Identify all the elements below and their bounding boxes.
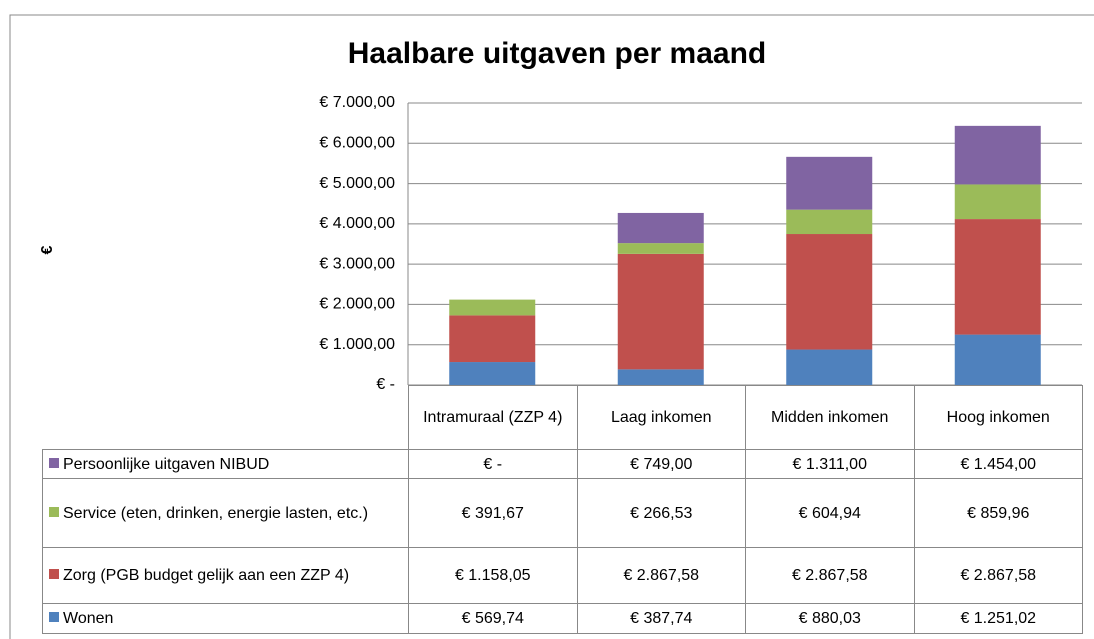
y-tick-label: € 3.000,00 (319, 255, 395, 272)
value-cell-text: € 569,74 (461, 610, 524, 627)
y-tick-label: € 6.000,00 (319, 135, 395, 152)
value-cell: € 1.158,05 (408, 547, 578, 604)
value-cell: € 2.867,58 (745, 547, 915, 604)
y-tick-label: € 4.000,00 (319, 215, 395, 232)
value-cell: € 859,96 (913, 478, 1083, 548)
bar-segment (786, 156, 873, 210)
bar-segment (449, 315, 536, 363)
value-cell: € 391,67 (408, 478, 578, 548)
value-cell: € 604,94 (745, 478, 915, 548)
value-cell: € 749,00 (576, 449, 746, 479)
legend-label: Service (eten, drinken, energie lasten, … (63, 504, 369, 522)
legend-cell: Zorg (PGB budget gelijk aan een ZZP 4) (42, 547, 409, 604)
bar-segment (617, 212, 704, 244)
category-cell: Laag inkomen (576, 385, 746, 450)
legend-entry: Persoonlijke uitgaven NIBUD (49, 454, 269, 475)
category-cell: Midden inkomen (745, 385, 915, 450)
value-cell: € 1.251,02 (913, 603, 1083, 634)
bar-segment (954, 334, 1041, 385)
bar-segment (954, 219, 1041, 335)
value-cell: € 1.311,00 (745, 449, 915, 479)
bar-segment (617, 243, 704, 254)
category-cell: Hoog inkomen (913, 385, 1083, 450)
legend-swatch (49, 457, 59, 468)
value-cell: € 2.867,58 (576, 547, 746, 604)
legend-entry: Wonen (49, 608, 113, 629)
value-cell-text: € 1.251,02 (960, 610, 1037, 627)
bar-segment (786, 209, 873, 235)
value-cell: € - (408, 449, 578, 479)
legend-label: Zorg (PGB budget gelijk aan een ZZP 4) (63, 567, 350, 584)
value-cell-text: € 880,03 (798, 610, 861, 627)
value-cell: € 387,74 (576, 603, 746, 634)
value-cell: € 2.867,58 (913, 547, 1083, 604)
y-tick-label: € - (376, 376, 395, 393)
legend-swatch (49, 612, 59, 622)
chart-title: Haalbare uitgaven per maand (348, 37, 766, 70)
y-tick-label: € 1.000,00 (319, 336, 395, 353)
value-cell-text: € 859,96 (967, 504, 1030, 522)
legend-cell: Persoonlijke uitgaven NIBUD (42, 449, 409, 479)
chart-frame (9, 14, 1094, 639)
category-cell-text: Midden inkomen (771, 409, 889, 426)
value-cell-text: € 391,67 (461, 504, 524, 522)
category-cell-text: Hoog inkomen (946, 409, 1050, 426)
category-cell: Intramuraal (ZZP 4) (408, 385, 578, 450)
value-cell-text: € 1.454,00 (960, 455, 1037, 473)
legend-cell: Wonen (42, 603, 409, 634)
value-cell-text: € 1.311,00 (792, 455, 867, 473)
value-cell-text: € - (483, 455, 503, 473)
bar-segment (449, 362, 536, 385)
value-cell: € 266,53 (576, 478, 746, 548)
legend-label: Persoonlijke uitgaven NIBUD (63, 455, 270, 473)
y-tick-label: € 7.000,00 (319, 94, 395, 111)
bar-segment (954, 125, 1041, 185)
legend-label: Wonen (63, 610, 114, 627)
value-cell-text: € 604,94 (798, 504, 861, 522)
value-cell-text: € 266,53 (630, 504, 693, 522)
bar-segment (449, 299, 536, 316)
bar-segment (954, 184, 1041, 220)
value-cell-text: € 2.867,58 (623, 567, 700, 584)
value-cell-text: € 749,00 (630, 455, 693, 473)
legend-entry: Zorg (PGB budget gelijk aan een ZZP 4) (49, 565, 349, 586)
legend-swatch (49, 506, 59, 517)
y-tick-label: € 5.000,00 (319, 175, 395, 192)
value-cell-text: € 387,74 (630, 610, 693, 627)
value-cell-text: € 2.867,58 (791, 567, 868, 584)
y-axis-label: € (39, 245, 56, 254)
category-cell-text: Laag inkomen (610, 409, 712, 426)
value-cell: € 880,03 (745, 603, 915, 634)
legend-cell: Service (eten, drinken, energie lasten, … (42, 478, 409, 548)
legend-entry: Service (eten, drinken, energie lasten, … (49, 503, 368, 524)
bar-segment (617, 253, 704, 370)
y-tick-label: € 2.000,00 (319, 296, 395, 313)
bar-segment (786, 349, 873, 385)
value-cell-text: € 2.867,58 (960, 567, 1037, 584)
bar-segment (617, 369, 704, 385)
value-cell: € 569,74 (408, 603, 578, 634)
value-cell: € 1.454,00 (913, 449, 1083, 479)
category-cell-text: Intramuraal (ZZP 4) (423, 409, 563, 426)
bar-segment (786, 234, 873, 350)
value-cell-text: € 1.158,05 (454, 567, 531, 584)
legend-swatch (49, 569, 59, 579)
